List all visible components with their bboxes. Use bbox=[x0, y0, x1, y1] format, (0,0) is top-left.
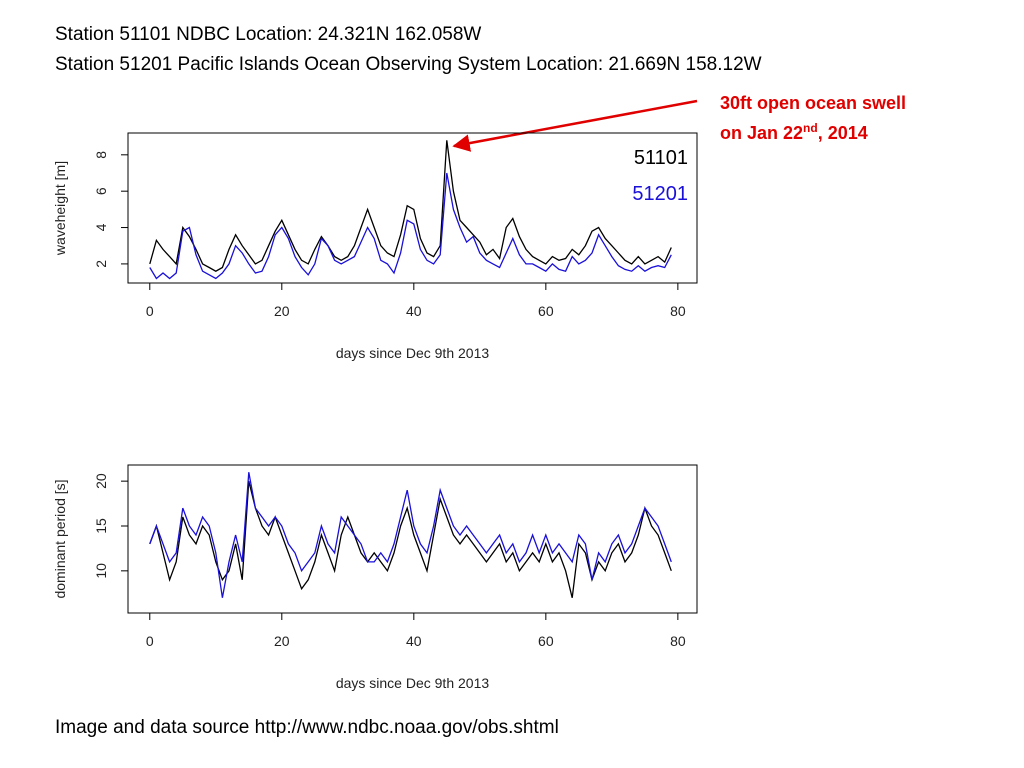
x-axis-label: days since Dec 9th 2013 bbox=[336, 345, 490, 361]
legend-entry: 51201 bbox=[632, 183, 688, 205]
y-tick-label: 4 bbox=[93, 223, 109, 231]
annotation-text: on Jan 22 bbox=[720, 123, 803, 143]
x-tick-label: 80 bbox=[670, 303, 686, 319]
y-tick-label: 15 bbox=[93, 518, 109, 534]
series-line bbox=[149, 472, 672, 598]
series-line bbox=[149, 140, 672, 272]
header-line: Station 51201 Pacific Islands Ocean Obse… bbox=[55, 54, 762, 75]
y-tick-label: 2 bbox=[93, 260, 109, 268]
plot-frame bbox=[127, 132, 698, 284]
x-tick-label: 60 bbox=[538, 633, 554, 649]
y-tick-label: 6 bbox=[93, 187, 109, 195]
annotation: 30ft open ocean swell bbox=[720, 93, 906, 113]
y-axis-label: waveheight [m] bbox=[52, 161, 68, 256]
annotation-superscript: nd bbox=[803, 121, 818, 135]
x-tick-label: 40 bbox=[406, 633, 422, 649]
annotation-text: 30ft open ocean swell bbox=[720, 93, 906, 113]
source: Image and data source http://www.ndbc.no… bbox=[55, 717, 559, 738]
legend-entry: 51101 bbox=[634, 147, 688, 169]
x-tick-label: 20 bbox=[274, 303, 290, 319]
x-axis-label: days since Dec 9th 2013 bbox=[336, 675, 490, 691]
x-tick-label: 40 bbox=[406, 303, 422, 319]
x-tick-label: 0 bbox=[146, 303, 154, 319]
series-line bbox=[149, 480, 672, 598]
annotation-arrow bbox=[452, 99, 698, 152]
header-line: Station 51101 NDBC Location: 24.321N 162… bbox=[55, 24, 481, 45]
series-line bbox=[149, 172, 672, 280]
annotation: on Jan 22nd, 2014 bbox=[720, 121, 868, 143]
y-tick-label: 8 bbox=[93, 151, 109, 159]
y-tick-label: 20 bbox=[93, 473, 109, 489]
annotation-text: , 2014 bbox=[818, 123, 868, 143]
x-tick-label: 60 bbox=[538, 303, 554, 319]
x-tick-label: 80 bbox=[670, 633, 686, 649]
plot-frame bbox=[127, 464, 698, 614]
y-tick-label: 10 bbox=[93, 563, 109, 579]
y-axis-label: dominant period [s] bbox=[52, 479, 68, 598]
x-tick-label: 20 bbox=[274, 633, 290, 649]
x-tick-label: 0 bbox=[146, 633, 154, 649]
